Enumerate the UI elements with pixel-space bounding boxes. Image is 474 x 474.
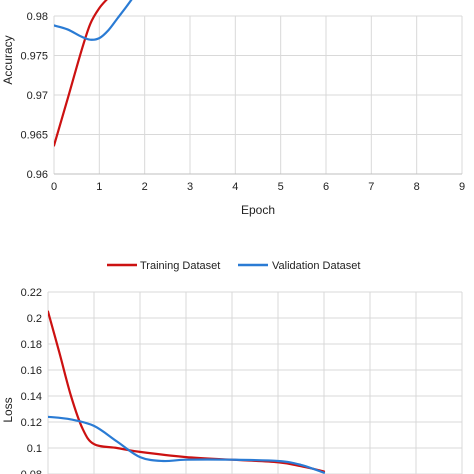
- loss-y-tick-label: 0.16: [21, 365, 42, 377]
- accuracy-y-tick-label: 0.98: [27, 11, 48, 23]
- loss-y-tick-label: 0.14: [21, 391, 42, 403]
- accuracy-series-training-line: [54, 0, 108, 147]
- accuracy-x-axis-label: Epoch: [241, 203, 275, 217]
- accuracy-y-tick-label: 0.96: [27, 169, 48, 181]
- loss-chart: 0.08 0.1 0.12 0.14 0.16 0.18 0.2 0.22 Loss: [1, 287, 463, 474]
- accuracy-chart: 0.96 0.965 0.97 0.975 0.98 0 1 2 3 4 5 6 7 8 9 Accura…: [1, 0, 465, 217]
- accuracy-x-tick-label: 3: [187, 181, 193, 193]
- accuracy-series-validation-line: [54, 0, 133, 41]
- accuracy-x-tick-label: 4: [232, 181, 238, 193]
- accuracy-x-tick-label: 2: [142, 181, 148, 193]
- accuracy-grid: [53, 15, 463, 175]
- loss-y-tick-label: 0.08: [21, 469, 42, 474]
- accuracy-x-tick-label: 6: [323, 181, 329, 193]
- loss-series: [48, 310, 326, 474]
- legend-validation-label: Validation Dataset: [272, 260, 360, 272]
- accuracy-x-ticks: 0 1 2 3 4 5 6 7 8 9: [51, 181, 465, 193]
- loss-series-validation-line: [48, 415, 326, 474]
- accuracy-y-tick-label: 0.965: [20, 130, 48, 142]
- accuracy-y-tick-label: 0.97: [27, 90, 48, 102]
- accuracy-x-tick-label: 9: [459, 181, 465, 193]
- loss-y-tick-label: 0.18: [21, 339, 42, 351]
- loss-grid: [47, 291, 463, 474]
- accuracy-x-tick-label: 0: [51, 181, 57, 193]
- accuracy-x-tick-label: 8: [414, 181, 420, 193]
- loss-y-tick-label: 0.12: [21, 417, 42, 429]
- loss-y-tick-label: 0.1: [27, 443, 42, 455]
- accuracy-x-tick-label: 7: [368, 181, 374, 193]
- accuracy-y-ticks: 0.96 0.965 0.97 0.975 0.98: [20, 11, 48, 181]
- loss-y-tick-label: 0.2: [27, 313, 42, 325]
- loss-y-tick-label: 0.22: [21, 287, 42, 299]
- accuracy-series: [54, 0, 133, 147]
- accuracy-x-tick-label: 1: [96, 181, 102, 193]
- loss-y-axis-label: Loss: [1, 397, 15, 422]
- accuracy-y-axis-label: Accuracy: [1, 35, 15, 84]
- loss-y-ticks: 0.08 0.1 0.12 0.14 0.16 0.18 0.2 0.22: [21, 287, 42, 474]
- legend: Training Dataset Validation Dataset: [107, 260, 360, 272]
- accuracy-x-tick-label: 5: [278, 181, 284, 193]
- accuracy-y-tick-label: 0.975: [20, 51, 48, 63]
- legend-training-label: Training Dataset: [140, 260, 220, 272]
